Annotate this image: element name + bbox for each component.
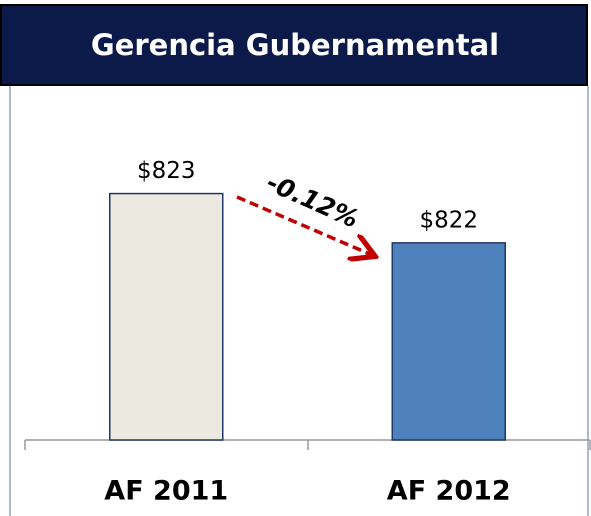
header [0,4,588,86]
data-label: $822 [419,207,478,233]
bar [109,192,224,441]
annotation: -0.12% [262,168,363,234]
x-tick-label: AF 2012 [387,476,511,507]
chart-title: Gerencia Gubernamental [91,28,499,62]
x-tick-label: AF 2011 [104,476,228,507]
bar [391,242,506,441]
data-label: $823 [137,158,196,184]
annotation-arrow [236,195,372,255]
